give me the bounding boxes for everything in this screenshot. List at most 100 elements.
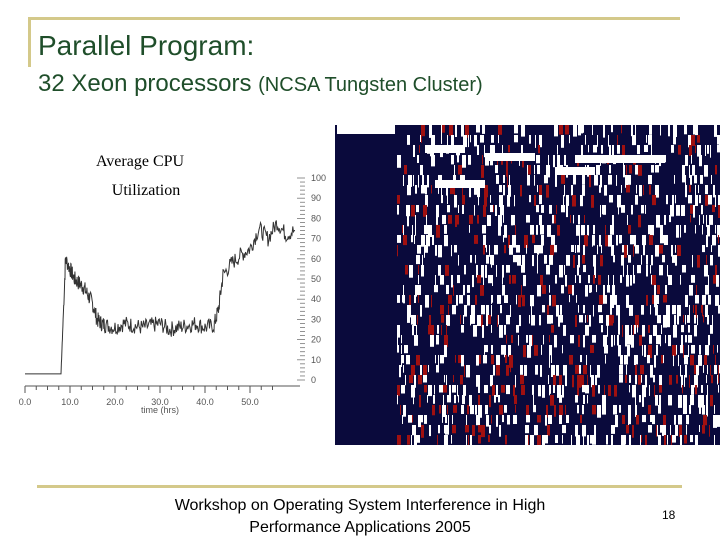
map-cell xyxy=(441,125,442,138)
map-cell xyxy=(602,205,603,215)
map-cell xyxy=(490,375,493,387)
map-cell xyxy=(638,375,641,385)
map-cell xyxy=(583,335,585,348)
map-cell xyxy=(695,435,698,445)
map-cell xyxy=(691,345,695,354)
map-cell xyxy=(676,225,679,238)
map-cell xyxy=(628,415,629,428)
map-cell xyxy=(664,215,666,225)
map-cell xyxy=(469,185,471,198)
map-cell xyxy=(492,295,493,303)
map-cell xyxy=(604,185,607,196)
map-cell xyxy=(424,225,428,235)
map-cell xyxy=(457,385,458,397)
map-cell xyxy=(514,125,518,134)
map-cell xyxy=(642,235,646,246)
map-cell xyxy=(583,265,586,273)
map-cell xyxy=(610,305,612,315)
map-cell xyxy=(425,245,428,253)
map-cell xyxy=(676,375,678,384)
map-cell xyxy=(701,205,703,215)
map-cell xyxy=(404,345,408,354)
map-cell xyxy=(616,235,618,246)
map-cell xyxy=(581,145,583,158)
map-cell xyxy=(596,165,600,175)
map-cell xyxy=(631,335,634,348)
map-cell xyxy=(688,195,692,204)
map-cell xyxy=(431,135,435,147)
map-cell xyxy=(442,215,446,225)
map-cell xyxy=(593,255,596,267)
map-cell xyxy=(459,295,463,304)
map-cell xyxy=(619,235,621,244)
map-cell xyxy=(457,155,459,163)
map-cell xyxy=(488,275,492,284)
map-cell xyxy=(672,435,676,443)
map-cell xyxy=(483,245,485,255)
map-cell xyxy=(584,215,585,224)
map-cell xyxy=(573,255,575,268)
map-cell xyxy=(438,425,440,434)
map-cell xyxy=(397,385,400,396)
map-cell xyxy=(689,165,690,178)
map-cell xyxy=(666,305,670,316)
map-cell xyxy=(416,205,419,213)
map-cell xyxy=(476,265,478,278)
map-cell xyxy=(655,165,659,173)
map-cell xyxy=(695,145,696,154)
map-cell xyxy=(440,305,444,315)
map-cell xyxy=(560,305,562,315)
map-cell xyxy=(648,425,652,433)
map-cell xyxy=(482,155,483,165)
map-cell xyxy=(498,315,499,325)
map-cell xyxy=(705,195,708,206)
map-cell xyxy=(582,185,585,196)
map-cell xyxy=(472,425,475,436)
map-cell xyxy=(491,325,492,333)
map-cell xyxy=(612,285,615,297)
map-cell xyxy=(649,185,651,195)
map-cell xyxy=(502,415,504,423)
map-cell xyxy=(549,295,551,306)
map-cell xyxy=(397,155,401,168)
map-cell xyxy=(717,375,718,385)
map-cell xyxy=(693,205,695,218)
map-cell xyxy=(490,195,491,203)
map-cell xyxy=(534,245,537,254)
map-cell xyxy=(481,425,485,438)
map-cell xyxy=(702,425,705,434)
map-cell xyxy=(697,255,700,268)
map-cell xyxy=(532,255,534,267)
map-cell xyxy=(697,145,701,157)
map-cell xyxy=(645,435,647,445)
map-cell xyxy=(490,145,491,155)
map-cell xyxy=(402,225,403,233)
map-cell xyxy=(455,355,456,363)
map-cell xyxy=(648,225,650,235)
map-cell xyxy=(602,395,606,407)
map-cell xyxy=(454,195,457,208)
map-cell xyxy=(675,425,678,436)
map-cell xyxy=(690,355,694,366)
map-cell xyxy=(588,145,589,153)
map-cell xyxy=(421,185,425,194)
map-cell xyxy=(529,335,532,347)
map-cell xyxy=(550,385,551,394)
y-tick-label: 50 xyxy=(311,274,321,284)
map-cell xyxy=(499,185,502,193)
map-cell xyxy=(663,415,666,428)
map-cell xyxy=(546,185,549,198)
map-cell xyxy=(506,385,510,395)
map-cell xyxy=(499,425,501,437)
map-cell xyxy=(452,425,456,434)
map-cell xyxy=(680,275,681,285)
map-cell xyxy=(467,295,470,306)
map-cell xyxy=(629,165,632,174)
map-cell xyxy=(633,245,634,257)
map-cell xyxy=(577,245,580,253)
map-cell xyxy=(627,265,628,278)
map-cell xyxy=(715,265,717,278)
map-cell xyxy=(705,185,708,195)
map-cell xyxy=(571,435,572,445)
map-cell xyxy=(578,215,580,225)
